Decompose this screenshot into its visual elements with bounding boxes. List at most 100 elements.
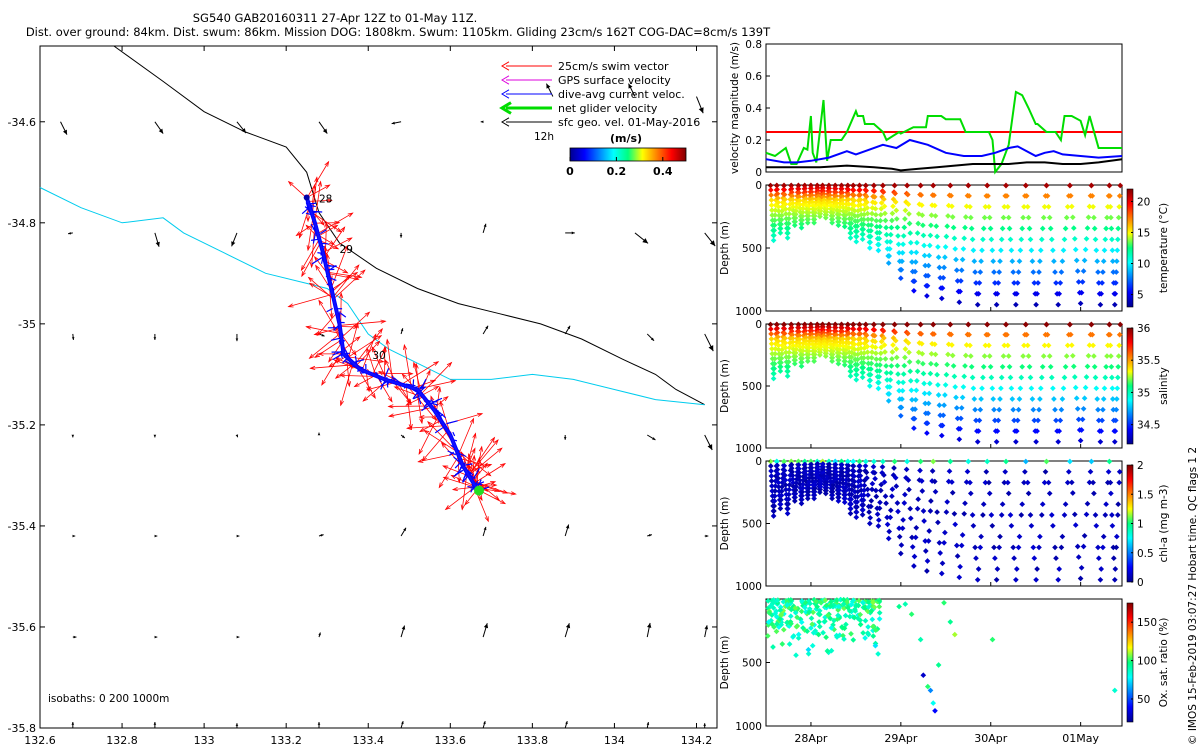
profile-point bbox=[894, 224, 901, 231]
current-arrow bbox=[646, 722, 650, 729]
dive-avg-current-vector bbox=[311, 257, 323, 265]
swim-vector bbox=[346, 356, 385, 364]
profile-point bbox=[952, 521, 959, 528]
profile-point bbox=[957, 563, 963, 570]
profile-point bbox=[823, 634, 829, 641]
profile-point bbox=[936, 402, 943, 409]
profile-point bbox=[943, 371, 950, 378]
profile-point bbox=[972, 544, 978, 551]
isobath-1000m bbox=[113, 45, 705, 406]
swim-vector-shaft bbox=[465, 448, 476, 471]
swim-vector-head bbox=[378, 359, 385, 364]
profile-point bbox=[781, 330, 788, 337]
swim-vector-head bbox=[339, 292, 344, 299]
profile-point bbox=[953, 267, 960, 274]
profile-point bbox=[857, 192, 863, 198]
profile-point bbox=[796, 328, 802, 335]
profile-point bbox=[871, 194, 878, 200]
profile-point bbox=[789, 472, 796, 479]
profile-point bbox=[1028, 522, 1035, 529]
profile-point bbox=[814, 603, 821, 610]
swim-vector bbox=[306, 184, 331, 198]
profile-point bbox=[856, 321, 863, 328]
profile-point bbox=[1094, 258, 1101, 265]
legend-label: sfc geo. vel. 01-May-2016 bbox=[558, 116, 700, 129]
profile-point bbox=[786, 486, 793, 493]
current-arrow bbox=[71, 333, 75, 340]
profile-point bbox=[930, 458, 937, 465]
colorbar-label: (m/s) bbox=[610, 132, 642, 145]
profile-point bbox=[799, 213, 806, 220]
profile-point bbox=[804, 495, 811, 502]
profile-point bbox=[883, 370, 890, 376]
profile-point bbox=[778, 212, 785, 219]
current-arrow-head bbox=[158, 128, 164, 134]
profile-point bbox=[1067, 331, 1074, 338]
profile-point bbox=[982, 479, 989, 486]
profile-point bbox=[1024, 342, 1031, 349]
profile-point bbox=[959, 532, 966, 538]
profile-point bbox=[924, 568, 930, 574]
current-arrow-head bbox=[708, 345, 714, 352]
profile-point bbox=[1027, 512, 1034, 518]
profile-point bbox=[884, 238, 890, 245]
map-y-tick-label: -35.6 bbox=[8, 621, 36, 634]
profile-point bbox=[836, 207, 843, 214]
profile-point bbox=[1052, 269, 1058, 275]
profile-point bbox=[799, 209, 806, 216]
profile-point bbox=[1068, 479, 1075, 486]
swim-vector-head bbox=[460, 504, 465, 511]
profile-point bbox=[909, 259, 915, 265]
profile-point bbox=[775, 346, 782, 353]
swim-vector-shaft bbox=[365, 371, 370, 392]
profile-point bbox=[958, 415, 964, 422]
profile-point bbox=[965, 458, 972, 465]
profile-point bbox=[786, 641, 793, 647]
profile-point bbox=[843, 621, 849, 628]
legend-swatch-head bbox=[501, 75, 510, 85]
profile-point bbox=[959, 256, 966, 263]
dive-avg-current-vector bbox=[412, 391, 419, 400]
profile-point bbox=[802, 461, 808, 468]
profile-point bbox=[1091, 363, 1098, 370]
profile-point bbox=[792, 605, 799, 611]
swim-vector-head bbox=[318, 299, 324, 306]
profile-point bbox=[848, 501, 854, 507]
profile-point bbox=[1082, 246, 1089, 253]
profile-point bbox=[980, 363, 987, 370]
profile-point bbox=[832, 189, 839, 196]
profile-point bbox=[808, 324, 815, 331]
profile-point bbox=[909, 396, 915, 403]
profile-point bbox=[1109, 258, 1116, 265]
profile-point bbox=[781, 186, 788, 193]
profile-point bbox=[811, 488, 818, 495]
swim-vector bbox=[322, 237, 353, 253]
profile-point bbox=[834, 634, 840, 640]
profile-point bbox=[985, 193, 991, 199]
profile-point bbox=[857, 335, 864, 342]
profile-point bbox=[980, 225, 987, 232]
legend-note: 12h bbox=[534, 131, 554, 143]
legend-label: GPS surface velocity bbox=[558, 74, 671, 87]
profile-point bbox=[966, 193, 972, 199]
profile-point bbox=[858, 350, 865, 356]
profile-point bbox=[850, 192, 857, 199]
current-arrow bbox=[154, 121, 164, 134]
profile-point bbox=[1103, 363, 1109, 370]
profile-point bbox=[798, 496, 805, 503]
profile-point bbox=[1047, 363, 1054, 370]
swim-vector bbox=[340, 333, 357, 357]
profile-point bbox=[1091, 225, 1098, 232]
profile-point bbox=[1093, 247, 1100, 254]
swim-vector bbox=[412, 361, 423, 395]
swim-vector-shaft bbox=[311, 211, 342, 233]
current-arrow bbox=[482, 223, 487, 234]
profile-point bbox=[770, 644, 776, 650]
profile-point bbox=[892, 329, 898, 336]
profile-point bbox=[788, 328, 795, 335]
profile-point bbox=[904, 321, 910, 328]
swim-vector-shaft bbox=[438, 455, 460, 488]
profile-point bbox=[878, 481, 885, 488]
profile-point bbox=[966, 331, 972, 338]
profile-point bbox=[908, 611, 915, 618]
